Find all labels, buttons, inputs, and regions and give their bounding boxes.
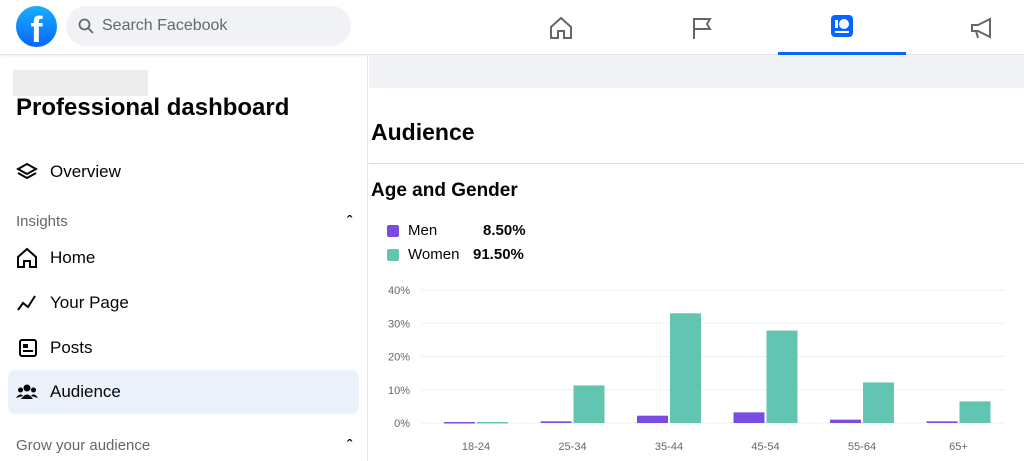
x-tick-label: 35-44: [655, 441, 683, 453]
bar-men: [830, 419, 861, 423]
search-input[interactable]: [102, 17, 322, 35]
search-box[interactable]: [66, 6, 351, 46]
sidebar-item-overview[interactable]: Overview: [8, 150, 359, 194]
bar-women: [863, 382, 894, 423]
chevron-up-icon[interactable]: ˆ: [347, 437, 352, 454]
main-content: Audience Age and Gender Men 8.50% Women …: [369, 56, 1024, 461]
x-tick-label: 45-54: [751, 441, 779, 453]
x-tick-label: 55-64: [848, 441, 876, 453]
legend-women: Women 91.50%: [387, 246, 524, 263]
bar-women: [959, 401, 991, 423]
audience-heading: Audience: [371, 119, 475, 145]
men-swatch: [387, 224, 399, 237]
dashboard-icon: [831, 15, 853, 37]
y-tick-label: 0%: [394, 418, 410, 430]
redacted-page-name: [13, 70, 148, 96]
section-label: Grow your audience: [16, 437, 151, 454]
y-tick-label: 30%: [388, 318, 410, 330]
bar-women: [573, 385, 605, 423]
header-band: [369, 56, 1024, 88]
x-tick-label: 18-24: [462, 441, 490, 453]
age-gender-chart: 0% 10% 20% 30% 40% 18-24 25-34 35-44 45-54 55-64 6…: [388, 285, 1005, 453]
tab-pages[interactable]: [638, 0, 766, 55]
flag-icon: [693, 17, 712, 39]
age-gender-heading: Age and Gender: [371, 180, 518, 201]
x-tick-label: 25-34: [558, 441, 586, 453]
bar-women: [766, 330, 798, 423]
sidebar-item-label: Posts: [50, 338, 93, 357]
bar-women: [670, 313, 701, 423]
y-tick-label: 40%: [388, 285, 410, 297]
women-swatch: [387, 248, 399, 261]
tab-professional-dashboard[interactable]: [778, 0, 906, 55]
page-title: Professional dashboard: [16, 94, 290, 121]
top-navigation-bar: f: [0, 0, 1024, 55]
sidebar-item-audience[interactable]: Audience: [8, 370, 359, 414]
megaphone-icon: [971, 16, 991, 39]
sidebar-item-label: Home: [50, 248, 96, 267]
layers-icon: [16, 162, 38, 180]
search-icon: [78, 18, 94, 34]
x-tick-label: 65+: [949, 441, 968, 453]
sidebar-item-label: Audience: [50, 382, 121, 401]
legend-value: 8.50%: [483, 222, 526, 239]
bar-men: [637, 415, 668, 423]
sidebar: Professional dashboard Overview Insights…: [0, 56, 368, 461]
sidebar-item-your-page[interactable]: Your Page: [8, 281, 359, 325]
home-icon: [550, 16, 572, 39]
trend-icon: [17, 295, 36, 311]
chevron-up-icon[interactable]: ˆ: [347, 213, 352, 230]
sidebar-item-label: Your Page: [50, 293, 129, 312]
legend-label: Women: [408, 246, 460, 263]
facebook-logo[interactable]: f: [16, 6, 57, 47]
legend-label: Men: [408, 222, 438, 239]
posts-icon: [19, 339, 37, 357]
bar-men: [444, 422, 475, 424]
tab-home[interactable]: [497, 0, 625, 55]
sidebar-item-label: Overview: [50, 162, 121, 181]
people-icon: [16, 384, 38, 399]
bar-women: [477, 422, 508, 424]
divider: [369, 163, 1024, 164]
sidebar-item-posts[interactable]: Posts: [8, 326, 359, 370]
section-insights[interactable]: Insights ˆ: [16, 213, 352, 230]
section-label: Insights: [16, 213, 68, 230]
section-grow-your-audience[interactable]: Grow your audience ˆ: [16, 437, 352, 454]
legend-men: Men 8.50%: [387, 222, 526, 239]
tab-ads[interactable]: [918, 0, 1024, 55]
home-icon: [17, 247, 37, 268]
bar-men: [733, 412, 765, 423]
y-tick-label: 10%: [388, 385, 410, 397]
sidebar-item-home[interactable]: Home: [8, 236, 359, 280]
y-tick-label: 20%: [388, 352, 410, 364]
bar-men: [926, 421, 958, 423]
legend-value: 91.50%: [473, 246, 524, 263]
bar-men: [540, 421, 572, 423]
